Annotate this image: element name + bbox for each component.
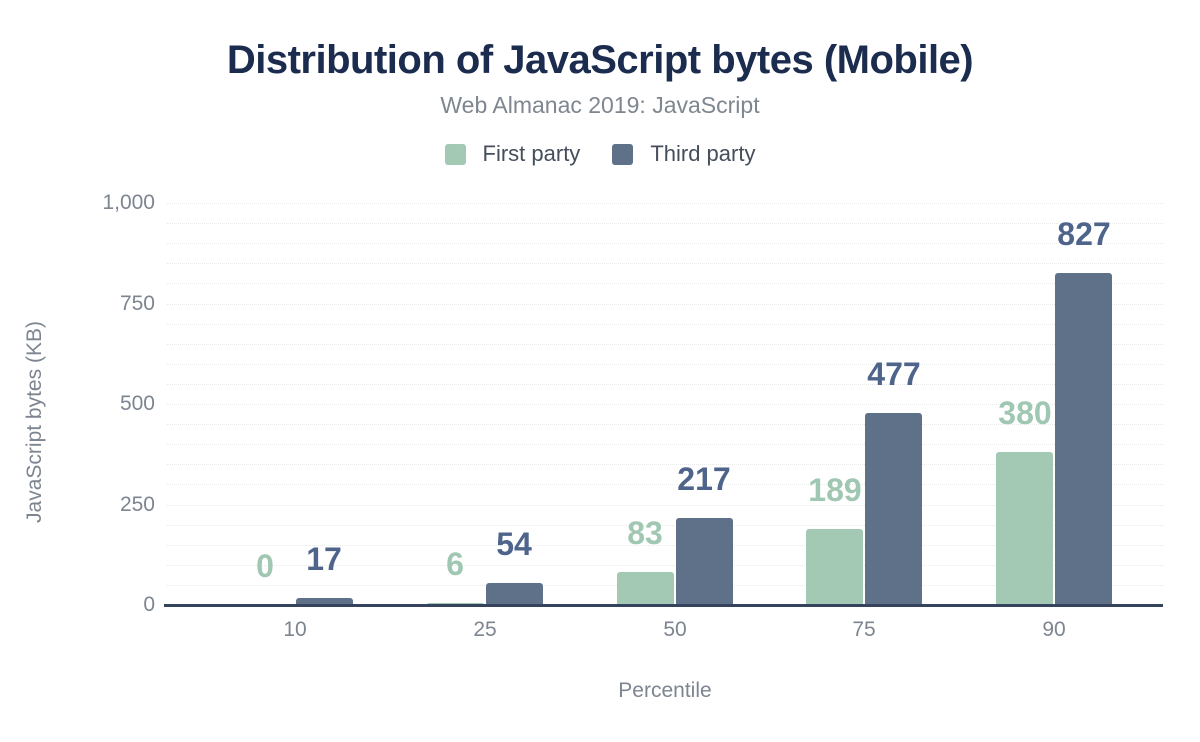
- value-label-third-party-p50: 217: [677, 461, 731, 497]
- legend: First party Third party: [0, 141, 1200, 167]
- gridline: [167, 263, 1163, 264]
- chart-subtitle: Web Almanac 2019: JavaScript: [440, 92, 760, 118]
- gridline: [167, 444, 1163, 445]
- bar-third-party-p25[interactable]: [486, 583, 543, 605]
- gridline: [167, 424, 1163, 425]
- legend-label-third-party: Third party: [650, 141, 756, 166]
- legend-item-first-party[interactable]: First party: [444, 141, 581, 167]
- value-label-third-party-p10: 17: [306, 541, 342, 577]
- gridline: [167, 464, 1163, 465]
- first-party-swatch-icon: [444, 143, 466, 165]
- bar-first-party-p75[interactable]: [806, 529, 863, 605]
- value-label-first-party-p75: 189: [808, 472, 862, 508]
- bar-first-party-p90[interactable]: [996, 452, 1053, 605]
- gridline: [167, 384, 1163, 385]
- y-axis-title: JavaScript bytes (KB): [23, 321, 46, 523]
- bar-first-party-p50[interactable]: [617, 572, 674, 605]
- gridline: [167, 565, 1163, 566]
- value-label-first-party-p90: 380: [998, 395, 1052, 431]
- x-tick-label: 50: [663, 618, 687, 641]
- bar-third-party-p50[interactable]: [676, 518, 733, 605]
- y-tick-label: 250: [119, 493, 155, 516]
- x-axis-line: [164, 604, 1163, 607]
- value-label-third-party-p25: 54: [496, 526, 532, 562]
- y-tick-label: 500: [119, 392, 155, 415]
- gridline: [167, 525, 1163, 526]
- x-tick-label: 10: [283, 618, 307, 641]
- y-tick-label: 750: [119, 292, 155, 315]
- x-axis-title: Percentile: [618, 679, 712, 702]
- chart-title: Distribution of JavaScript bytes (Mobile…: [226, 38, 974, 82]
- gridline: [167, 324, 1163, 325]
- x-tick-label: 75: [852, 618, 876, 641]
- gridline: [167, 364, 1163, 365]
- gridline: [167, 484, 1163, 485]
- gridline: [167, 203, 1163, 204]
- value-label-first-party-p10: 0: [256, 548, 274, 584]
- value-label-first-party-p25: 6: [446, 546, 464, 582]
- legend-label-first-party: First party: [482, 141, 581, 166]
- third-party-swatch-icon: [612, 143, 634, 165]
- gridline: [167, 344, 1163, 345]
- value-label-first-party-p50: 83: [627, 515, 663, 551]
- gridline: [167, 545, 1163, 546]
- gridline: [167, 304, 1163, 305]
- bar-third-party-p75[interactable]: [865, 413, 922, 605]
- gridline: [167, 283, 1163, 284]
- x-tick-label: 25: [473, 618, 497, 641]
- gridline: [167, 404, 1163, 405]
- value-label-third-party-p75: 477: [867, 356, 921, 392]
- bar-third-party-p10[interactable]: [296, 598, 353, 605]
- gridline: [167, 505, 1163, 506]
- gridline: [167, 223, 1163, 224]
- legend-item-third-party[interactable]: Third party: [612, 141, 755, 167]
- value-label-third-party-p90: 827: [1057, 216, 1111, 252]
- y-tick-label: 1,000: [102, 191, 155, 214]
- gridline: [167, 243, 1163, 244]
- bar-third-party-p90[interactable]: [1055, 273, 1112, 605]
- x-tick-label: 90: [1042, 618, 1066, 641]
- y-tick-label: 0: [143, 593, 155, 616]
